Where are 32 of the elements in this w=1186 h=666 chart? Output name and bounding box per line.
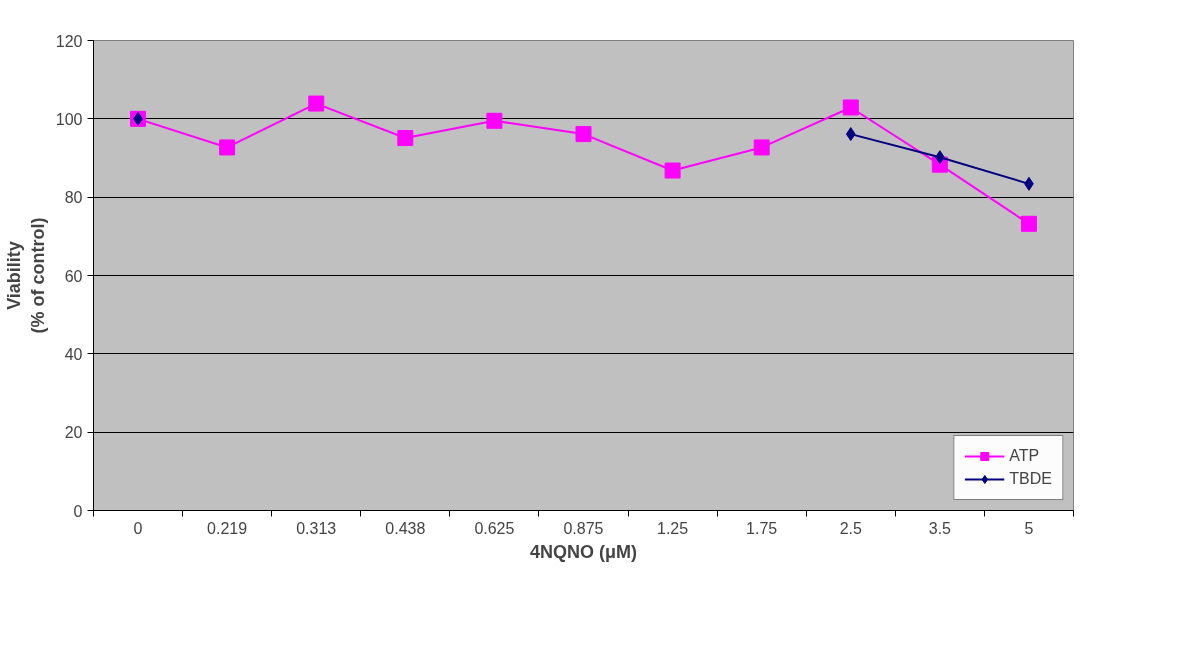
legend-label: ATP: [1009, 447, 1040, 465]
y-tick-label: 40: [64, 345, 83, 363]
point: [1020, 215, 1037, 232]
x-tick-label: 0.313: [296, 519, 337, 537]
y-tick-label: 120: [55, 32, 83, 50]
x-axis-title: 4NQNO (μM): [530, 541, 638, 562]
point: [308, 95, 325, 112]
x-tick-label: 0.219: [207, 519, 248, 537]
x-tick-label: 0.438: [385, 519, 426, 537]
point: [664, 162, 681, 179]
point: [219, 139, 236, 156]
y-tick-label: 100: [55, 110, 83, 128]
x-tick-label: 1.75: [746, 519, 778, 537]
x-tick-label: 1.25: [657, 519, 689, 537]
legend-label: TBDE: [1009, 470, 1052, 488]
y-tick-label: 60: [64, 267, 83, 285]
point: [486, 112, 503, 129]
point: [845, 127, 856, 142]
x-tick-label: 3.5: [928, 519, 952, 537]
y-tick-label: 0: [73, 502, 83, 520]
y-tick-label: 80: [64, 189, 83, 207]
point: [753, 139, 770, 156]
point: [397, 130, 414, 147]
x-tick-label: 0.875: [563, 519, 604, 537]
x-tick-label: 0.625: [474, 519, 515, 537]
point: [575, 126, 592, 143]
y-axis-title: Viability (% of control): [3, 217, 48, 334]
x-tick-label: 5: [1024, 519, 1034, 537]
point: [842, 99, 859, 116]
y-tick-label: 20: [64, 424, 83, 442]
x-tick-label: 2.5: [839, 519, 862, 537]
x-tick-label: 0: [133, 519, 143, 537]
